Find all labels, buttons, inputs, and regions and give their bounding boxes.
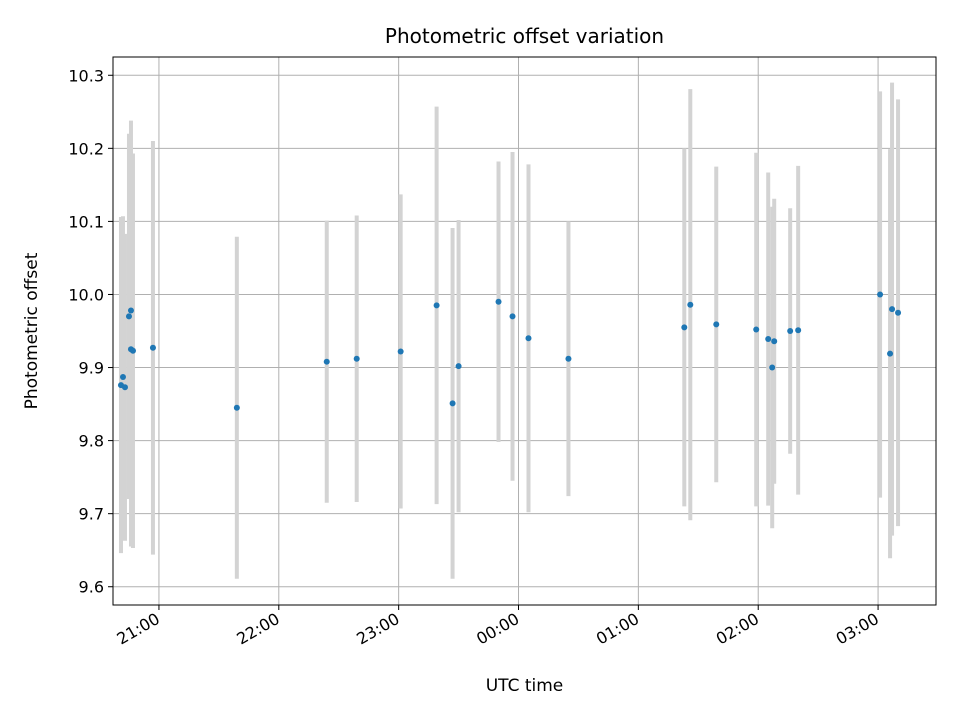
data-point <box>509 313 516 320</box>
data-point <box>765 336 772 343</box>
data-point <box>877 291 884 298</box>
data-point <box>127 307 134 314</box>
data-point <box>119 374 126 381</box>
data-point <box>323 358 330 365</box>
data-point <box>687 301 694 308</box>
chart-title: Photometric offset variation <box>385 24 664 48</box>
data-point <box>495 298 502 305</box>
data-point <box>887 350 894 357</box>
y-tick-label: 9.9 <box>79 359 104 378</box>
data-point <box>125 313 132 320</box>
y-axis-label: Photometric offset <box>22 252 42 409</box>
data-point <box>353 355 360 362</box>
data-point <box>129 347 136 354</box>
y-tick-label: 9.6 <box>79 578 104 597</box>
data-point <box>713 321 720 328</box>
y-tick-label: 10.3 <box>68 66 104 85</box>
data-point <box>769 364 776 371</box>
data-point <box>681 324 688 331</box>
data-point <box>525 335 532 342</box>
data-point <box>889 306 896 313</box>
y-axis: 9.6 9.7 9.8 9.9 10.0 10.1 10.2 10.3 <box>68 66 113 597</box>
y-tick-label: 10.0 <box>68 285 104 304</box>
x-axis-label: UTC time <box>486 676 564 696</box>
data-point <box>787 328 794 334</box>
y-tick-label: 10.1 <box>68 212 104 231</box>
data-point <box>433 302 440 309</box>
data-point <box>397 348 404 355</box>
data-point <box>795 327 802 334</box>
data-point <box>449 400 456 407</box>
y-tick-label: 9.8 <box>79 432 104 451</box>
data-point <box>455 363 462 370</box>
data-points <box>117 291 902 411</box>
plot-frame <box>112 56 937 606</box>
data-point <box>753 326 760 333</box>
data-point <box>149 344 156 351</box>
data-point <box>233 404 240 411</box>
data-point <box>565 355 572 362</box>
y-tick-label: 10.2 <box>68 139 104 158</box>
data-point <box>121 384 128 391</box>
data-point <box>771 338 778 345</box>
data-point <box>895 309 902 316</box>
y-tick-label: 9.7 <box>79 505 104 524</box>
